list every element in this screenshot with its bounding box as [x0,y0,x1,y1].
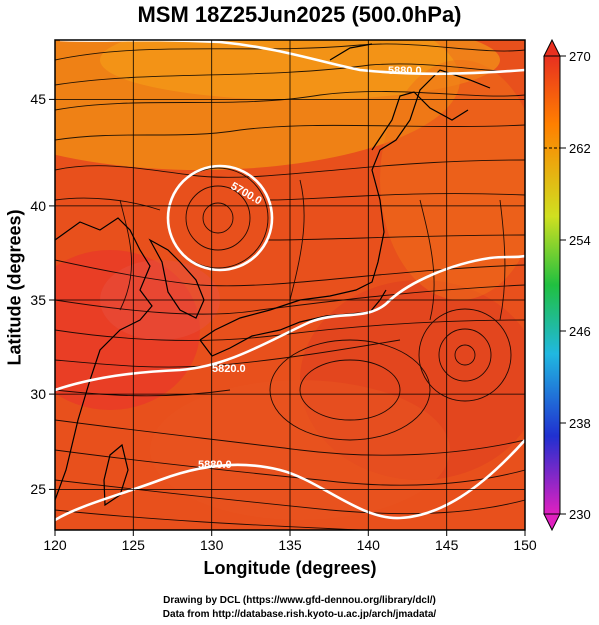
x-tick-label: 120 [43,537,67,553]
y-tick-label: 40 [30,198,46,214]
contour-label: 5880.0 [388,65,422,77]
colorbar-tick-label: 254 [569,233,591,248]
x-tick-label: 140 [357,537,381,553]
y-axis-label-text: Latitude (degrees) [4,209,25,366]
contour-label: 5820.0 [212,363,246,375]
colorbar-tick-label: 230 [569,507,591,522]
contour-label: 5880.0 [198,459,232,471]
x-axis-label: Longitude (degrees) [203,558,377,578]
x-tick-label: 130 [200,537,224,553]
colorbar-tick-label: 270 [569,49,591,64]
lat-lon-grid [55,40,525,530]
y-tick-label: 45 [30,91,46,107]
temperature-field [55,40,525,530]
credit-drawing: Drawing by DCL (https://www.gfd-dennou.o… [163,595,436,606]
colorbar-tick-label: 246 [569,324,591,339]
y-tick-label: 25 [30,481,46,497]
credit-data: Data from http://database.rish.kyoto-u.a… [162,609,437,620]
x-tick-label: 135 [278,537,302,553]
colorbar-tick-label: 262 [569,141,591,156]
colorbar: 270 262 254 246 238 230 [543,38,591,532]
x-tick-label: 125 [122,537,146,553]
y-tick-label: 35 [30,292,46,308]
x-tick-label: 150 [513,537,537,553]
coastlines [55,43,491,507]
x-tick-label: 145 [435,537,459,553]
colorbar-tick-label: 238 [569,416,591,431]
y-tick-label: 30 [30,386,46,402]
map-title: MSM 18Z25Jun2025 (500.0hPa) [137,2,462,27]
